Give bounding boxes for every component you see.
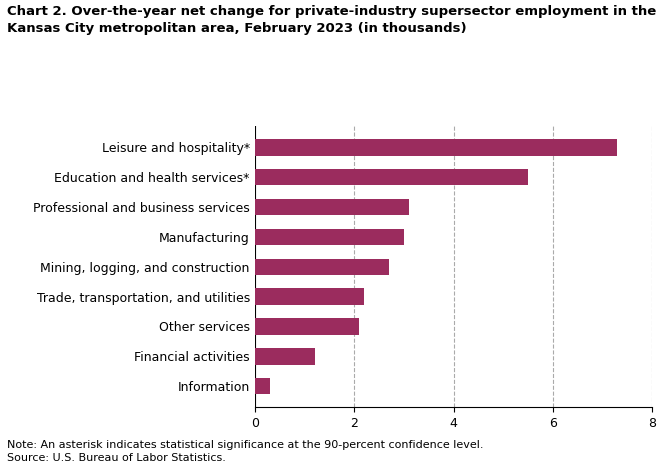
Bar <box>255 348 314 365</box>
Bar <box>255 258 389 275</box>
Bar <box>255 139 617 155</box>
Bar <box>255 199 409 215</box>
Bar <box>255 169 528 185</box>
Bar <box>255 229 404 245</box>
Bar <box>255 318 360 335</box>
Bar <box>255 288 364 305</box>
Text: Note: An asterisk indicates statistical significance at the 90-percent confidenc: Note: An asterisk indicates statistical … <box>7 440 483 463</box>
Text: Chart 2. Over-the-year net change for private-industry supersector employment in: Chart 2. Over-the-year net change for pr… <box>7 5 656 35</box>
Bar <box>255 378 270 395</box>
